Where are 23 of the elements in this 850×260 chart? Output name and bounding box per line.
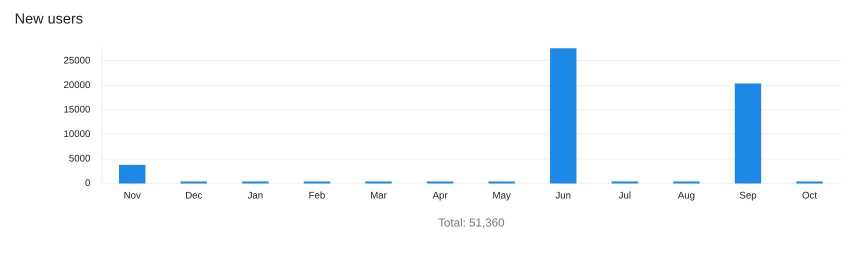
y-tick-label: 10000 [64, 129, 90, 140]
bar [734, 84, 762, 184]
x-tick-label: Oct [802, 190, 818, 202]
bar [550, 48, 576, 184]
y-tick-label: 20000 [64, 80, 90, 92]
y-tick-label: 0 [84, 178, 90, 190]
x-tick-label: Jul [618, 190, 631, 202]
chart-title: New users [14, 11, 84, 28]
x-tick-label: Dec [185, 190, 203, 202]
x-tick-label: Sep [739, 190, 757, 202]
y-tick-label: 25000 [64, 56, 90, 67]
x-tick-label: May [492, 190, 511, 202]
x-tick-label: Apr [432, 190, 448, 202]
x-tick-label: Jun [555, 190, 572, 202]
x-tick-label: Aug [678, 190, 695, 202]
x-tick-label: Jan [248, 190, 264, 202]
text: Total: 51,360 [438, 218, 505, 230]
bar [119, 164, 146, 184]
x-tick-label: Feb [308, 190, 326, 202]
y-tick-label: 15000 [64, 104, 90, 116]
x-tick-label: Nov [124, 190, 141, 202]
y-tick-label: 5000 [68, 154, 90, 165]
x-tick-label: Mar [370, 190, 388, 202]
